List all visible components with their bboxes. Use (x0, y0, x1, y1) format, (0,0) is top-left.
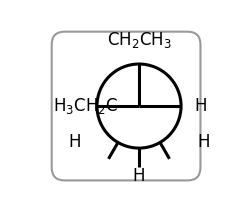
Text: H: H (197, 133, 210, 151)
Text: H: H (133, 168, 145, 185)
Text: H$_3$CH$_2$C: H$_3$CH$_2$C (53, 96, 119, 116)
FancyBboxPatch shape (52, 32, 200, 180)
Text: CH$_2$CH$_3$: CH$_2$CH$_3$ (107, 30, 171, 50)
Text: H: H (68, 133, 81, 151)
Text: H: H (194, 97, 206, 115)
